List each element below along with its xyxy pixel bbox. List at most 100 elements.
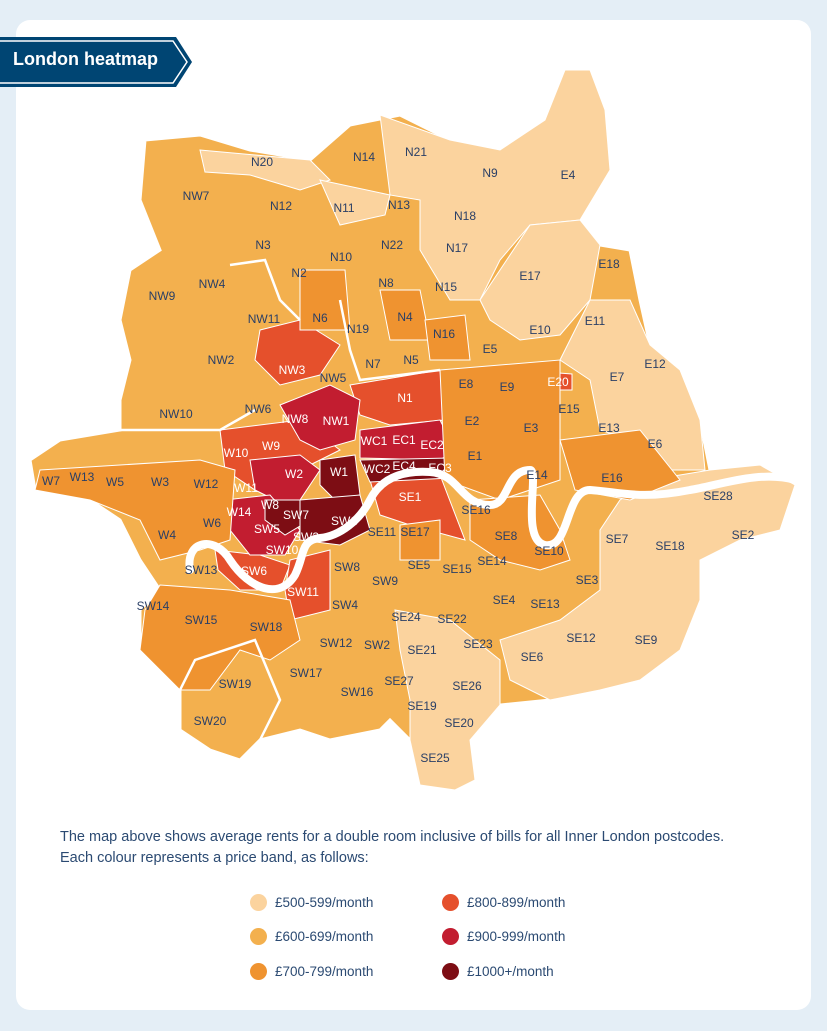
district-label-w13: W13 [70, 470, 95, 484]
district-label-e13: E13 [598, 421, 620, 435]
legend-swatch [250, 962, 267, 980]
district-label-n13: N13 [388, 198, 410, 212]
legend-item-3: £700-799/month [250, 961, 373, 981]
district-label-se17: SE17 [400, 525, 430, 539]
district-label-nw8: NW8 [282, 412, 309, 426]
district-label-e4: E4 [561, 168, 576, 182]
district-label-nw5: NW5 [320, 371, 347, 385]
district-label-se23: SE23 [463, 637, 493, 651]
district-label-n16: N16 [433, 327, 455, 341]
legend-swatch [442, 962, 459, 980]
district-label-e8: E8 [459, 377, 474, 391]
legend-label: £500-599/month [275, 894, 374, 910]
district-label-e20: E20 [547, 375, 569, 389]
district-label-nw11: NW11 [248, 312, 281, 326]
district-label-se8: SE8 [495, 529, 518, 543]
district-label-sw8: SW8 [334, 560, 360, 574]
legend-swatch [250, 927, 267, 945]
map-region [559, 429, 681, 501]
district-label-n8: N8 [378, 276, 394, 290]
district-label-ec2: EC2 [420, 438, 444, 452]
district-label-sw12: SW12 [320, 636, 353, 650]
district-label-n5: N5 [403, 353, 419, 367]
description-line-1: The map above shows average rents for a … [60, 829, 725, 845]
district-label-e5: E5 [483, 342, 498, 356]
district-label-e18: E18 [598, 257, 620, 271]
legend-swatch [250, 893, 267, 911]
district-label-sw2: SW2 [364, 638, 390, 652]
district-label-se26: SE26 [452, 679, 482, 693]
district-label-se7: SE7 [606, 532, 629, 546]
map-region [299, 269, 351, 331]
legend-item-4: £800-899/month [442, 892, 565, 912]
district-label-n12: N12 [270, 199, 292, 213]
legend-item-1: £500-599/month [250, 892, 373, 912]
district-label-w14: W14 [227, 505, 252, 519]
district-label-se24: SE24 [391, 610, 421, 624]
district-label-se2: SE2 [732, 528, 755, 542]
district-label-n15: N15 [435, 280, 457, 294]
district-label-w8: W8 [261, 498, 279, 512]
district-label-e17: E17 [519, 269, 541, 283]
district-label-n20: N20 [251, 155, 273, 169]
district-label-se12: SE12 [566, 631, 596, 645]
district-label-e12: E12 [644, 357, 666, 371]
legend-label: £700-799/month [275, 963, 374, 979]
district-label-e1: E1 [468, 449, 483, 463]
district-label-se20: SE20 [444, 716, 474, 730]
district-label-n19: N19 [347, 322, 369, 336]
district-label-n3: N3 [255, 238, 271, 252]
district-label-se25: SE25 [420, 751, 450, 765]
district-label-e16: E16 [601, 471, 623, 485]
district-label-sw10: SW10 [266, 543, 299, 557]
map-region [499, 464, 796, 701]
description-line-2: Each colour represents a price band, as … [60, 850, 369, 866]
district-label-n18: N18 [454, 209, 476, 223]
district-label-se10: SE10 [534, 544, 564, 558]
district-label-ec3: EC3 [428, 461, 452, 475]
district-label-se15: SE15 [442, 562, 472, 576]
district-label-e11: E11 [585, 314, 606, 328]
district-label-sw11: SW11 [287, 585, 319, 599]
district-label-se6: SE6 [521, 650, 544, 664]
map-region [469, 494, 571, 571]
district-label-se9: SE9 [635, 633, 658, 647]
legend-item-6: £1000+/month [442, 961, 554, 981]
map-region [279, 384, 361, 451]
district-label-e10: E10 [529, 323, 551, 337]
district-label-n6: N6 [312, 311, 328, 325]
page-title: London heatmap [13, 49, 158, 69]
district-label-wc2: WC2 [364, 462, 391, 476]
district-label-w9: W9 [262, 439, 280, 453]
district-label-w5: W5 [106, 475, 124, 489]
map-description: The map above shows average rents for a … [60, 827, 760, 869]
district-label-ec1: EC1 [392, 433, 416, 447]
district-label-nw3: NW3 [279, 363, 306, 377]
district-label-ec4: EC4 [392, 459, 416, 473]
district-label-nw4: NW4 [199, 277, 226, 291]
district-label-se21: SE21 [407, 643, 437, 657]
district-label-n1: N1 [397, 391, 413, 405]
map-region [559, 299, 706, 471]
map-region [424, 314, 471, 361]
district-label-se1: SE1 [399, 490, 422, 504]
district-label-w4: W4 [158, 528, 176, 542]
district-label-n11: N11 [333, 201, 354, 215]
district-label-w10: W10 [224, 446, 249, 460]
district-label-se11: SE11 [368, 525, 397, 539]
map-region [299, 494, 371, 546]
map-region [264, 499, 311, 536]
district-label-sw16: SW16 [341, 685, 374, 699]
map-region [399, 519, 441, 561]
legend-label: £600-699/month [275, 928, 374, 944]
district-boundary [338, 299, 441, 382]
district-label-nw2: NW2 [208, 353, 235, 367]
title-banner: London heatmap [0, 37, 192, 87]
district-label-n14: N14 [353, 150, 375, 164]
district-label-sw6: SW6 [241, 564, 267, 578]
district-label-w11: W11 [234, 481, 258, 495]
map-region [34, 459, 236, 561]
district-label-n17: N17 [446, 241, 468, 255]
district-label-se5: SE5 [408, 558, 431, 572]
district-label-w12: W12 [194, 477, 219, 491]
